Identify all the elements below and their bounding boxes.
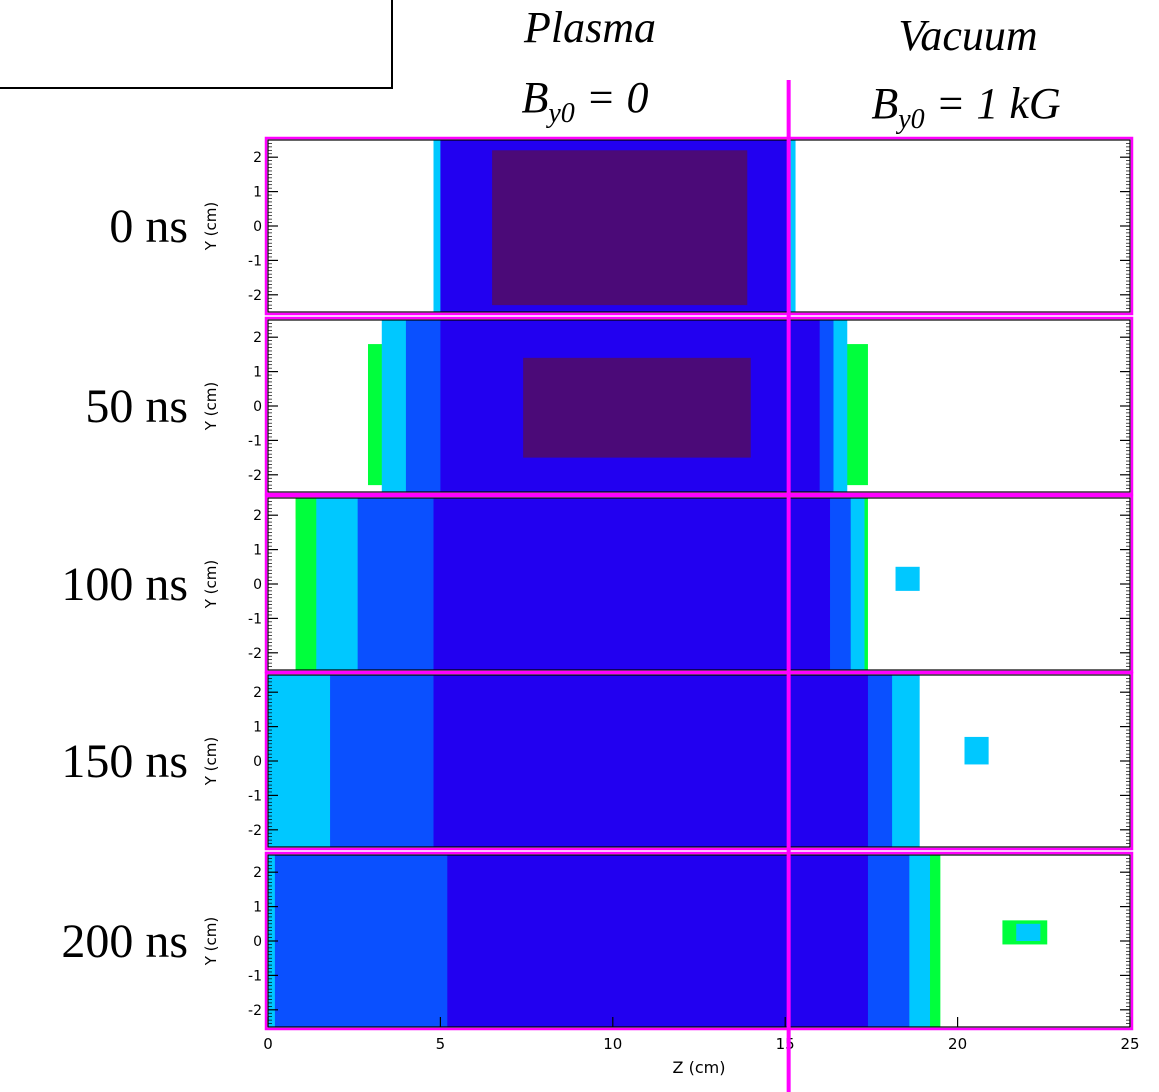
y-tick-label: 2	[253, 330, 262, 346]
y-tick-label: 2	[253, 508, 262, 524]
y-axis-label: Y (cm)	[202, 917, 220, 967]
plasma-field-subscript: y0	[545, 98, 574, 129]
y-tick-label: -1	[248, 611, 262, 627]
density-region-main_blue	[433, 675, 868, 847]
vacuum-field-subscript: y0	[895, 104, 924, 135]
y-tick-label: 1	[253, 185, 262, 201]
panel-frame	[264, 316, 1134, 496]
density-region-core_dark	[523, 357, 751, 458]
y-tick-label: 0	[253, 399, 262, 415]
panel-axes	[267, 497, 1131, 671]
y-tick-label: 0	[253, 219, 262, 235]
panel-1: 2 1 0 -1 -2 Y (cm) 50 ns	[85, 316, 1134, 496]
y-tick-label: -2	[248, 823, 262, 839]
time-label: 0 ns	[109, 200, 188, 253]
y-axis-label: Y (cm)	[202, 382, 220, 432]
density-region-main_blue	[433, 498, 831, 670]
y-tick-label: -1	[248, 433, 262, 449]
y-axis-label: Y (cm)	[202, 560, 220, 610]
y-tick-label: -1	[248, 788, 262, 804]
density-region-core_dark	[492, 150, 748, 306]
y-axis-label: Y (cm)	[202, 202, 220, 252]
y-tick-label: 1	[253, 543, 262, 559]
vacuum-field-label: By0 = 1 kG	[871, 79, 1060, 135]
plasma-field-label: By0 = 0	[521, 73, 648, 129]
panel-4: 2 1 0 -1 -2 Y (cm) 200 ns	[61, 851, 1134, 1031]
y-tick-label: -2	[248, 468, 262, 484]
panel-axes	[267, 674, 1131, 848]
density-region-cyan	[964, 736, 989, 765]
x-tick-label: 25	[1120, 1035, 1139, 1053]
x-tick-label: 5	[436, 1035, 446, 1053]
legend-box	[0, 0, 393, 89]
x-tick-label: 20	[948, 1035, 967, 1053]
vacuum-field-symbol: B	[871, 79, 898, 128]
time-label: 200 ns	[61, 915, 188, 968]
panel-2: 2 1 0 -1 -2 Y (cm) 100 ns	[61, 494, 1134, 674]
y-tick-label: -2	[248, 646, 262, 662]
y-tick-label: 0	[253, 577, 262, 593]
panel-frame	[264, 851, 1134, 1031]
time-label: 150 ns	[61, 735, 188, 788]
density-region-main_blue	[447, 855, 868, 1027]
panel-frame	[264, 136, 1134, 316]
y-tick-label: -1	[248, 968, 262, 984]
vacuum-field-value: = 1 kG	[925, 79, 1061, 128]
y-tick-label: 0	[253, 754, 262, 770]
y-tick-label: 2	[253, 865, 262, 881]
y-tick-label: -2	[248, 288, 262, 304]
panel-0: 2 1 0 -1 -2 Y (cm) 0 ns	[109, 136, 1134, 316]
plasma-title: Plasma	[523, 3, 656, 52]
x-tick-label: 0	[263, 1035, 273, 1053]
y-tick-label: 2	[253, 685, 262, 701]
vacuum-title: Vacuum	[898, 11, 1037, 60]
y-tick-label: 1	[253, 900, 262, 916]
y-tick-label: -1	[248, 253, 262, 269]
y-axis-label: Y (cm)	[202, 737, 220, 787]
panel-3: 2 1 0 -1 -2 Y (cm) 150 ns	[61, 671, 1134, 851]
y-tick-label: -2	[248, 1003, 262, 1019]
x-axis-label: Z (cm)	[673, 1058, 726, 1077]
panel-axes	[267, 319, 1131, 493]
density-region-cyan	[895, 566, 920, 591]
y-tick-label: 2	[253, 150, 262, 166]
panel-axes	[267, 854, 1131, 1028]
x-axis: 0 5 10 15 20 25 Z (cm)	[263, 1017, 1140, 1077]
panel-frame	[264, 671, 1134, 851]
panel-axes	[267, 139, 1131, 313]
panels: 2 1 0 -1 -2 Y (cm) 0 ns 2 1 0 -1 -2 Y (cm) 50 ns 2 1 0 -1…	[61, 136, 1134, 1031]
time-label: 50 ns	[85, 380, 188, 433]
plasma-field-value: = 0	[575, 73, 649, 122]
density-region-cyan	[1016, 923, 1041, 941]
x-tick-label: 15	[776, 1035, 795, 1053]
y-tick-label: 1	[253, 365, 262, 381]
x-tick-label: 10	[603, 1035, 622, 1053]
y-tick-label: 0	[253, 934, 262, 950]
time-label: 100 ns	[61, 558, 188, 611]
plasma-field-symbol: B	[521, 73, 548, 122]
y-tick-label: 1	[253, 720, 262, 736]
